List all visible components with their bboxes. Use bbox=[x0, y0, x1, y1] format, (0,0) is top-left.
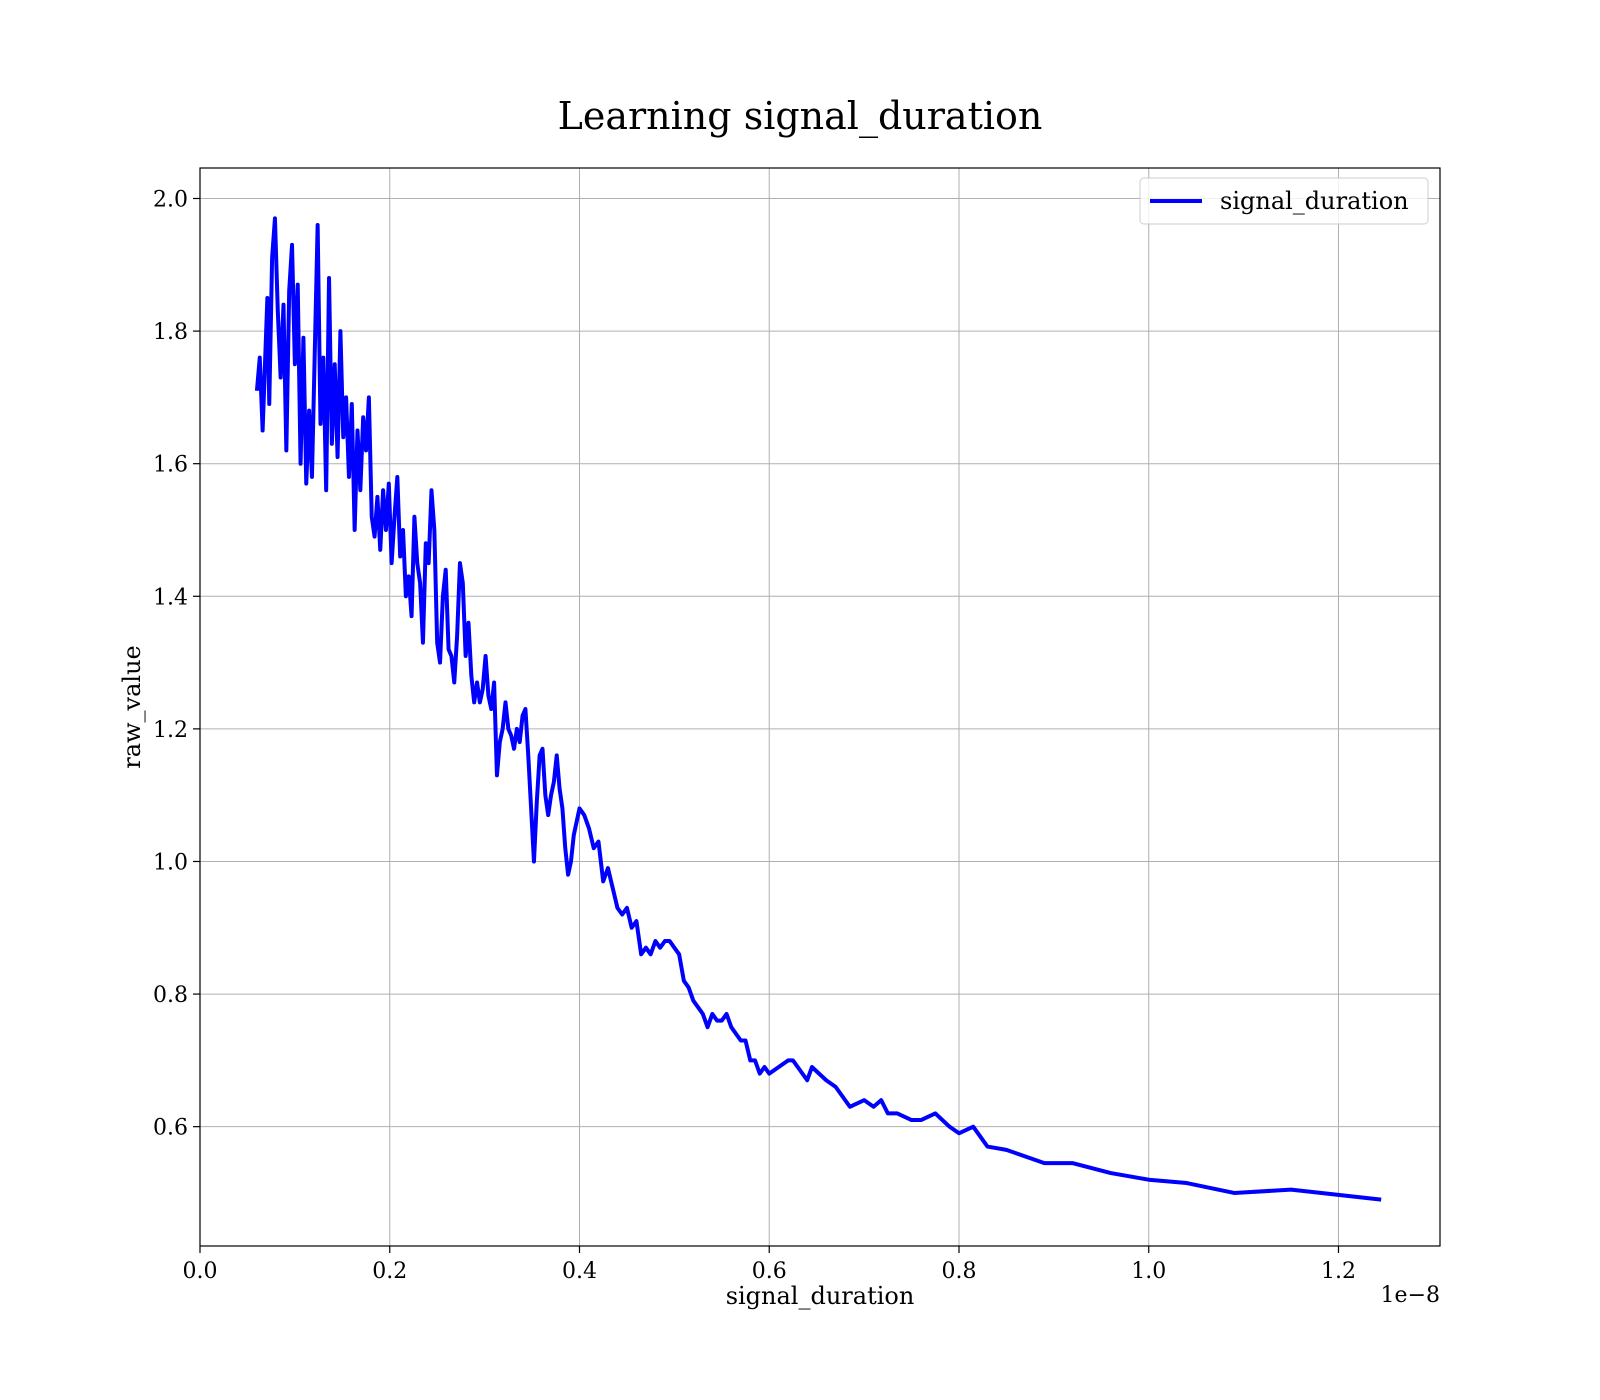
x-tick-label: 0.0 bbox=[183, 1259, 218, 1284]
legend-label: signal_duration bbox=[1220, 187, 1409, 215]
y-tick-label: 1.8 bbox=[153, 320, 188, 345]
x-tick-label: 0.8 bbox=[941, 1259, 976, 1284]
y-axis-label: raw_value bbox=[118, 645, 146, 769]
x-tick-label: 0.6 bbox=[752, 1259, 787, 1284]
x-tick-label: 1.0 bbox=[1131, 1259, 1166, 1284]
y-tick-label: 0.6 bbox=[153, 1116, 188, 1141]
y-tick-label: 1.6 bbox=[153, 453, 188, 478]
data-line bbox=[254, 216, 1382, 1202]
x-tick-label: 0.2 bbox=[372, 1259, 407, 1284]
y-tick-label: 0.8 bbox=[153, 983, 188, 1008]
y-tick-label: 2.0 bbox=[153, 187, 188, 212]
y-tick-label: 1.0 bbox=[153, 850, 188, 875]
x-tick-label: 1.2 bbox=[1321, 1259, 1356, 1284]
y-tick-label: 1.2 bbox=[153, 718, 188, 743]
x-offset-label: 1e−8 bbox=[1381, 1283, 1440, 1308]
chart-title: Learning signal_duration bbox=[558, 94, 1043, 139]
x-tick-label: 0.4 bbox=[562, 1259, 597, 1284]
legend-box bbox=[1139, 177, 1429, 225]
x-axis-label: signal_duration bbox=[726, 1282, 915, 1310]
y-tick-label: 1.4 bbox=[153, 585, 188, 610]
plot-frame bbox=[199, 167, 1441, 1247]
